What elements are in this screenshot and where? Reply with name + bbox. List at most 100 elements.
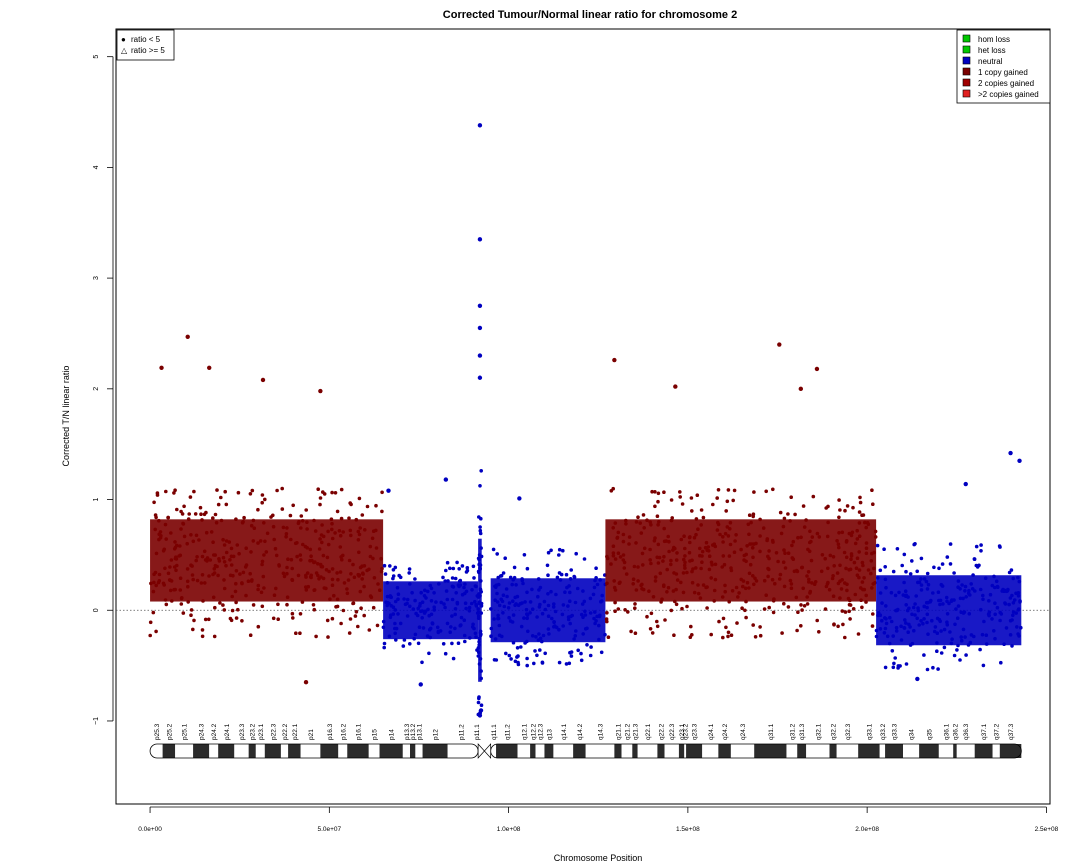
data-point	[478, 484, 482, 488]
band-label: q22.3	[669, 723, 676, 740]
data-point	[223, 489, 227, 494]
band-label: p25.1	[182, 723, 189, 740]
band-label: p22.1	[292, 723, 299, 740]
data-point	[743, 608, 747, 613]
data-point	[724, 625, 728, 630]
data-point	[230, 608, 235, 613]
series-neutral-5	[874, 542, 1023, 672]
band-q36.3	[956, 744, 975, 758]
band-q22.1	[637, 744, 658, 758]
data-point	[582, 557, 587, 561]
data-point	[198, 505, 203, 510]
data-point	[311, 603, 316, 607]
data-point	[153, 513, 158, 517]
band-label: p16.2	[340, 723, 347, 740]
band-q36.1	[938, 744, 954, 758]
band-q37.1	[974, 744, 993, 758]
data-point	[164, 602, 169, 607]
x-tick-label: 1.0e+08	[497, 826, 521, 833]
data-point	[910, 559, 914, 563]
data-point	[981, 663, 986, 668]
band-p16.2	[338, 744, 348, 758]
band-p14	[379, 744, 403, 758]
band-q13	[544, 744, 554, 758]
data-point	[915, 569, 919, 574]
data-point	[753, 635, 758, 639]
data-point	[348, 501, 353, 505]
data-point	[817, 630, 821, 634]
data-point	[674, 602, 679, 607]
band-label: q37.3	[1008, 723, 1015, 740]
band-q11.1	[490, 744, 497, 758]
data-point	[904, 662, 909, 666]
data-point	[204, 510, 208, 515]
data-point	[875, 543, 880, 548]
data-point	[154, 629, 158, 634]
data-point	[291, 503, 296, 508]
data-point	[629, 629, 633, 634]
data-point	[680, 606, 684, 611]
band-p12	[422, 744, 448, 758]
band-p24.1	[218, 744, 235, 758]
y-tick-label: 5	[93, 55, 100, 59]
band-label: q14.2	[577, 723, 584, 740]
band-label: q14.3	[598, 723, 605, 740]
data-point	[606, 635, 611, 639]
data-point	[152, 500, 156, 505]
band-label: p12	[433, 729, 440, 740]
plot-frame	[115, 28, 1051, 805]
band-label: p24.3	[199, 723, 206, 740]
band-label: q21.2	[624, 723, 631, 740]
shape-legend: ● ratio < 5△ ratio >= 5	[116, 29, 175, 61]
data-point	[420, 660, 424, 665]
legend-label: hom loss	[978, 35, 1010, 44]
data-point	[549, 548, 553, 553]
data-point	[166, 515, 170, 520]
series-1-copy-gained-0	[148, 486, 384, 639]
band-label: q36.1	[944, 723, 951, 740]
data-point	[391, 568, 396, 572]
data-point	[356, 624, 360, 629]
data-point	[848, 603, 853, 607]
data-point	[895, 547, 900, 551]
data-point	[740, 606, 744, 610]
data-point	[450, 641, 454, 646]
data-point	[501, 571, 506, 575]
data-point	[256, 624, 261, 629]
data-point	[932, 565, 936, 570]
band-p11.1	[474, 744, 479, 758]
data-point	[689, 496, 694, 500]
data-point	[695, 493, 700, 498]
data-point	[185, 334, 190, 339]
legend-swatch	[962, 56, 971, 65]
data-point	[653, 504, 657, 509]
data-point	[870, 488, 874, 493]
data-point	[391, 574, 396, 578]
data-point	[838, 508, 842, 512]
data-point	[656, 499, 660, 504]
band-label: p13.2	[410, 723, 417, 740]
data-point	[964, 653, 968, 657]
data-point	[191, 627, 195, 632]
band-q22.2	[657, 744, 665, 758]
band-q31.2	[786, 744, 798, 758]
band-label: q12.1	[521, 723, 528, 740]
band-label: p25.2	[166, 723, 173, 740]
data-point	[221, 603, 225, 607]
data-point	[605, 611, 609, 615]
series-neutral-1	[381, 560, 480, 665]
data-point	[155, 491, 160, 495]
copy-number-legend-box	[956, 29, 1051, 104]
y-tick-label: −1	[93, 717, 100, 725]
data-point	[187, 512, 191, 516]
data-point	[977, 563, 981, 568]
data-point	[495, 552, 500, 556]
band-label: p13.3	[404, 723, 411, 740]
data-point	[179, 509, 183, 514]
data-point	[188, 495, 193, 499]
data-point	[870, 624, 875, 628]
y-tick-label: 4	[93, 165, 100, 169]
data-point	[407, 571, 412, 575]
data-point	[516, 654, 520, 658]
data-point	[359, 606, 363, 610]
